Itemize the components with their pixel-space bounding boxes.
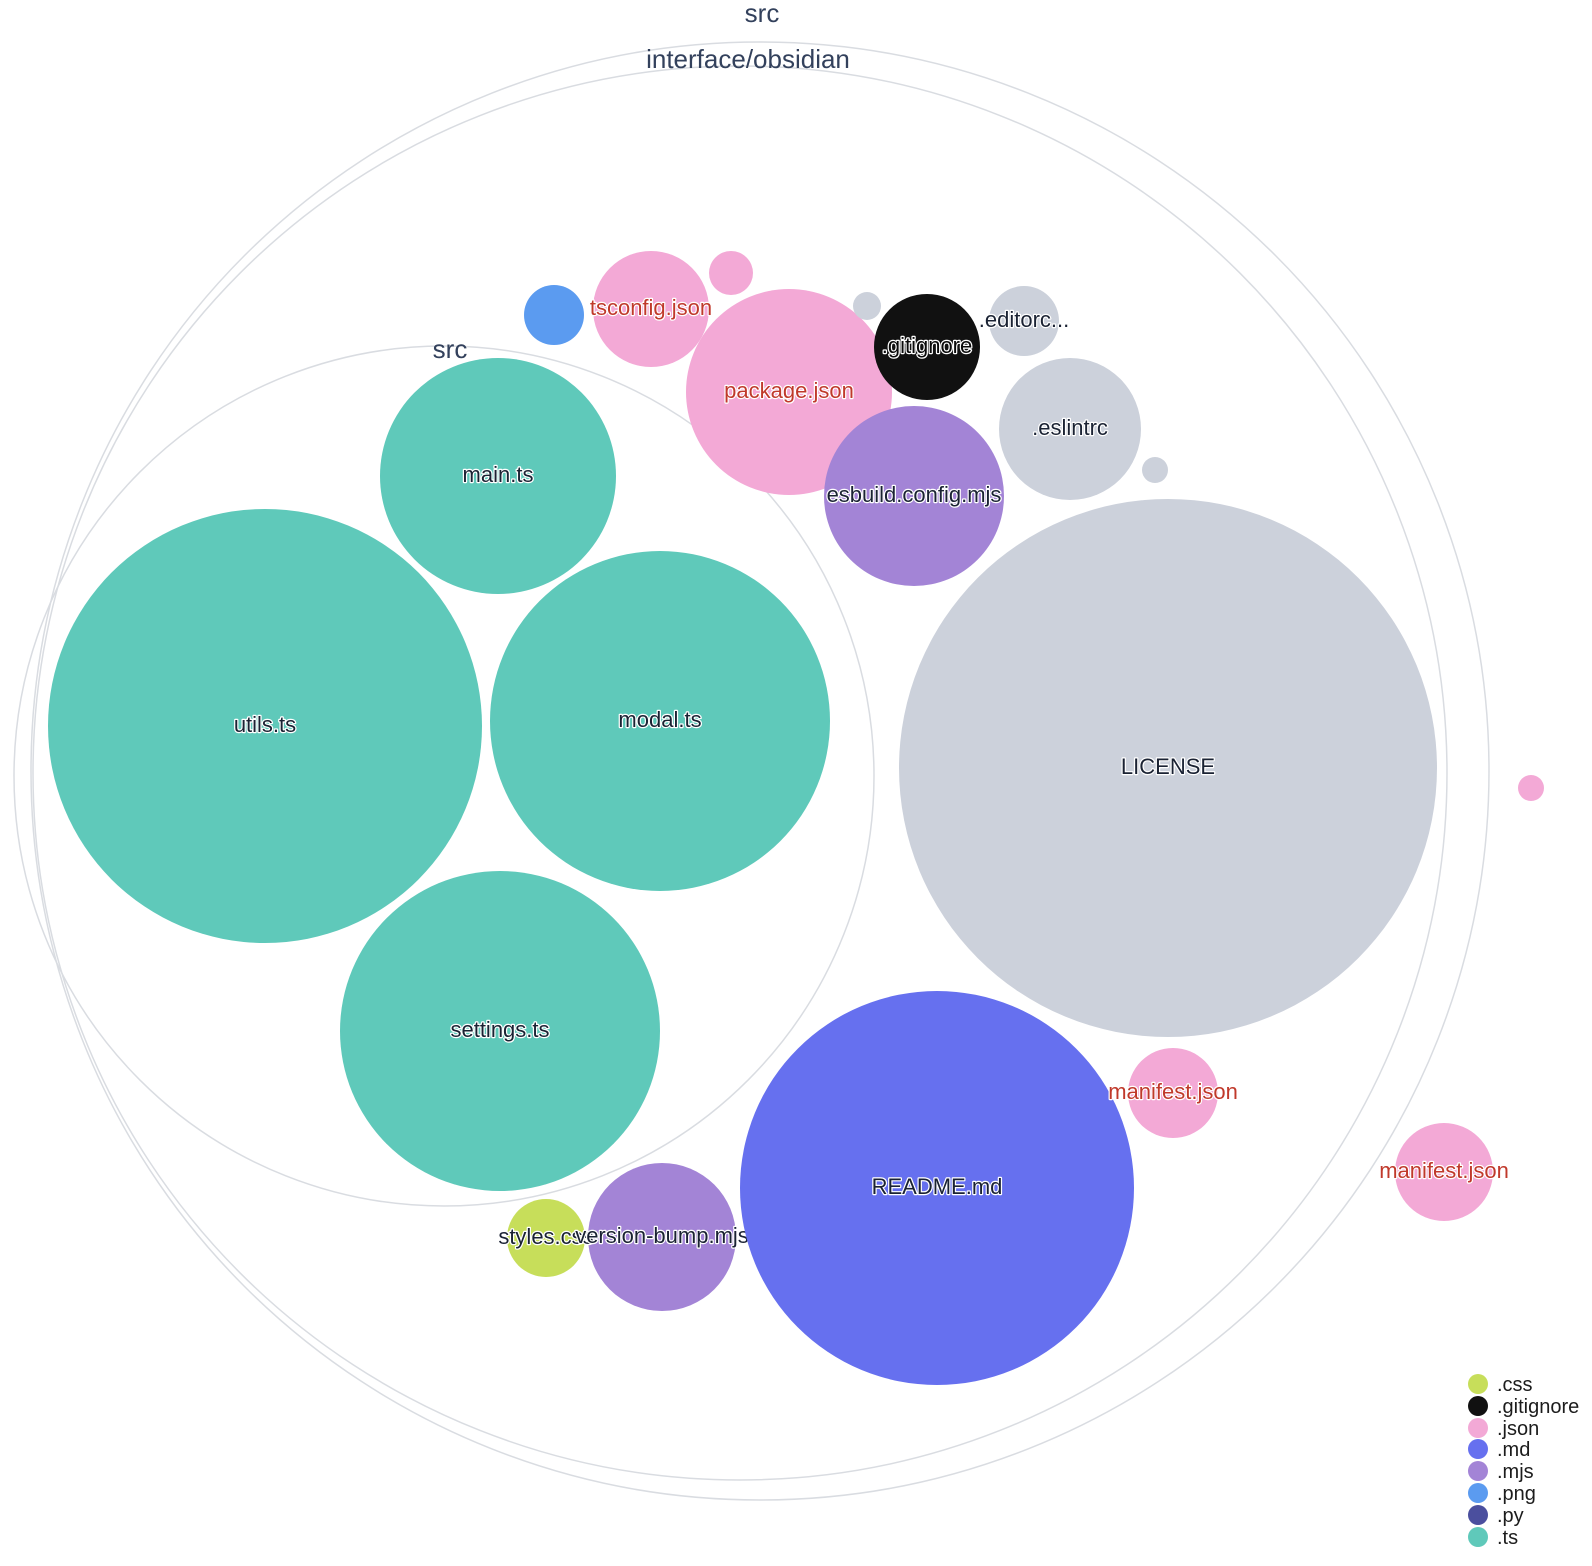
svg-text:utils.ts: utils.ts <box>234 712 296 737</box>
svg-text:.css: .css <box>1497 1374 1533 1396</box>
svg-text:esbuild.config.mjs: esbuild.config.mjs <box>827 482 1002 507</box>
svg-text:settings.ts: settings.ts <box>450 1017 549 1042</box>
svg-text:version-bump.mjs: version-bump.mjs <box>575 1223 749 1248</box>
svg-text:.editorc...: .editorc... <box>979 307 1069 332</box>
svg-text:manifest.json: manifest.json <box>1379 1158 1509 1183</box>
svg-text:README.md: README.md <box>872 1174 1003 1199</box>
svg-text:.ts: .ts <box>1497 1527 1518 1549</box>
svg-text:.eslintrc: .eslintrc <box>1032 415 1108 440</box>
svg-text:.mjs: .mjs <box>1497 1461 1534 1483</box>
svg-text:.gitignore: .gitignore <box>882 333 973 358</box>
svg-text:tsconfig.json: tsconfig.json <box>590 295 712 320</box>
svg-text:interface/obsidian: interface/obsidian <box>646 44 850 74</box>
svg-text:src: src <box>745 0 780 28</box>
svg-text:.png: .png <box>1497 1483 1536 1505</box>
svg-text:manifest.json: manifest.json <box>1108 1079 1238 1104</box>
svg-text:.json: .json <box>1497 1418 1539 1440</box>
svg-text:.md: .md <box>1497 1439 1530 1461</box>
svg-text:LICENSE: LICENSE <box>1121 754 1215 779</box>
svg-text:.gitignore: .gitignore <box>1497 1396 1579 1418</box>
svg-text:modal.ts: modal.ts <box>618 707 701 732</box>
svg-text:main.ts: main.ts <box>463 462 534 487</box>
svg-text:package.json: package.json <box>724 378 854 403</box>
svg-text:src: src <box>433 334 468 364</box>
svg-text:.py: .py <box>1497 1505 1524 1527</box>
